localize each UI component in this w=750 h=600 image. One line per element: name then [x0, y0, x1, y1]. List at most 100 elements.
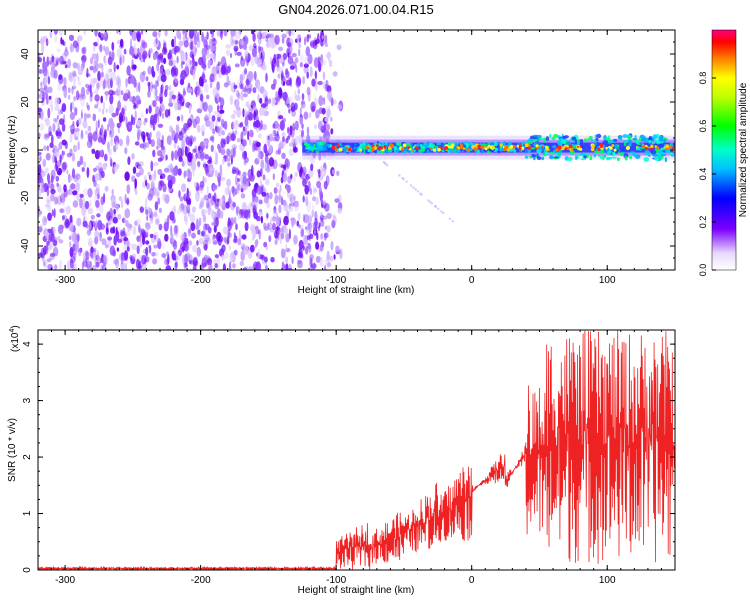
noise-speckle [197, 85, 201, 97]
noise-speckle [206, 185, 209, 197]
noise-speckle [179, 203, 185, 212]
noise-speckle [104, 130, 107, 141]
noise-speckle [124, 105, 127, 112]
noise-speckle [175, 132, 179, 139]
noise-speckle [214, 202, 219, 210]
signal-speckle [420, 144, 423, 147]
noise-speckle [271, 60, 274, 71]
noise-speckle [99, 171, 102, 177]
noise-speckle [68, 235, 72, 241]
colorbar-tick-label: 0.6 [698, 120, 708, 133]
trail-speckle [412, 186, 415, 189]
noise-speckle [144, 142, 150, 148]
trail-speckle [384, 162, 387, 165]
noise-speckle [63, 77, 67, 87]
noise-speckle [186, 187, 189, 197]
noise-speckle [139, 167, 144, 176]
noise-speckle [131, 243, 137, 250]
noise-speckle [100, 170, 105, 179]
noise-speckle [324, 123, 330, 132]
signal-speckle [364, 149, 368, 154]
noise-speckle [182, 34, 186, 43]
noise-speckle [120, 90, 124, 96]
noise-speckle [215, 152, 219, 163]
noise-speckle [140, 112, 144, 119]
noise-speckle [149, 117, 154, 128]
noise-speckle [217, 125, 223, 137]
noise-speckle [294, 90, 297, 100]
noise-speckle [80, 64, 84, 74]
noise-speckle [115, 226, 118, 236]
trail-speckle [442, 211, 445, 215]
noise-speckle [285, 70, 290, 79]
noise-speckle [99, 231, 102, 242]
noise-speckle [230, 82, 236, 93]
noise-speckle [107, 78, 112, 89]
noise-speckle [293, 195, 296, 201]
noise-speckle [270, 216, 273, 227]
noise-speckle [145, 231, 149, 238]
signal-speckle [324, 145, 327, 151]
noise-speckle [288, 148, 295, 156]
noise-speckle [74, 130, 80, 138]
noise-speckle [328, 59, 333, 68]
noise-speckle [60, 107, 64, 115]
noise-speckle [320, 37, 325, 47]
noise-speckle [69, 148, 73, 156]
noise-speckle [288, 228, 291, 240]
x-tick-label: -300 [55, 575, 75, 586]
noise-speckle [84, 200, 90, 210]
noise-speckle [314, 39, 318, 46]
noise-speckle [171, 218, 176, 224]
noise-speckle [324, 42, 329, 48]
noise-speckle [181, 160, 185, 167]
noise-speckle [326, 108, 331, 118]
signal-peak-speckle [516, 144, 520, 148]
noise-speckle [302, 77, 305, 85]
noise-speckle [257, 230, 260, 235]
noise-speckle [164, 233, 169, 242]
noise-speckle [58, 118, 65, 125]
noise-speckle [87, 221, 92, 231]
noise-speckle [154, 252, 159, 257]
noise-speckle [223, 82, 229, 88]
noise-speckle [73, 76, 76, 85]
signal-speckle [489, 142, 494, 146]
colorbar-tick-label: 0.2 [698, 216, 708, 229]
noise-speckle [255, 141, 261, 148]
noise-speckle [247, 130, 250, 141]
noise-speckle [94, 219, 98, 229]
noise-speckle [255, 261, 262, 270]
noise-speckle [217, 61, 221, 67]
noise-speckle [248, 266, 253, 270]
noise-speckle [213, 225, 217, 233]
signal-speckle [614, 144, 618, 150]
noise-speckle [128, 124, 133, 129]
noise-speckle [124, 193, 127, 204]
signal-speckle [650, 149, 657, 155]
noise-speckle [237, 178, 240, 183]
noise-speckle [241, 139, 247, 147]
noise-speckle [101, 238, 107, 246]
noise-speckle [331, 220, 336, 229]
noise-speckle [130, 114, 134, 125]
noise-speckle [48, 95, 52, 101]
noise-speckle [104, 153, 108, 162]
noise-speckle [257, 38, 262, 45]
noise-speckle [323, 180, 328, 190]
noise-speckle [50, 192, 55, 202]
noise-speckle [226, 185, 231, 194]
noise-speckle [94, 172, 101, 181]
noise-speckle [100, 150, 104, 157]
noise-speckle [190, 222, 196, 232]
noise-speckle [319, 125, 323, 131]
noise-speckle [116, 247, 120, 252]
noise-speckle [150, 114, 155, 126]
signal-speckle [343, 148, 347, 153]
noise-speckle [264, 256, 268, 263]
noise-speckle [333, 254, 336, 260]
noise-speckle [119, 38, 124, 48]
x-tick-label: -100 [326, 275, 346, 286]
noise-speckle [238, 170, 241, 176]
noise-speckle [192, 155, 197, 164]
